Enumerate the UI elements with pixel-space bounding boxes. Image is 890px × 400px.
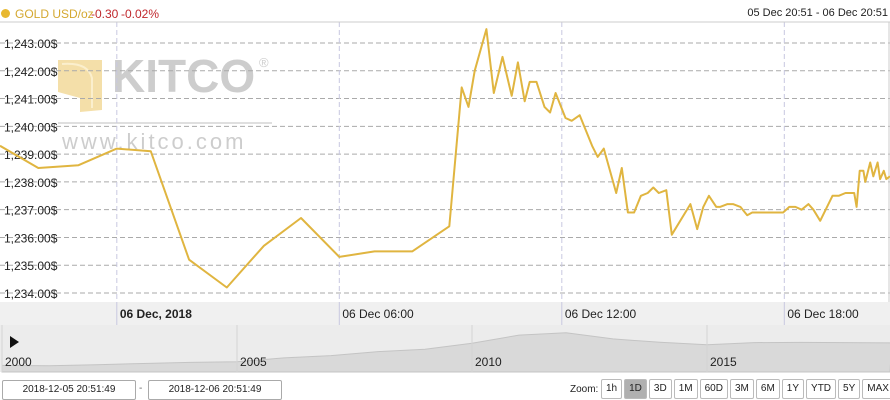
zoom-button-6m[interactable]: 6M xyxy=(755,379,780,399)
x-axis-band xyxy=(0,302,890,325)
date-range-label: 05 Dec 20:51 - 06 Dec 20:51 xyxy=(747,7,888,19)
navigator-year-label: 2010 xyxy=(475,355,502,369)
x-tick-label: 06 Dec 06:00 xyxy=(342,307,414,321)
series-dot-icon xyxy=(1,9,10,18)
y-tick-label: 1,242.00$ xyxy=(4,65,58,79)
zoom-button-max[interactable]: MAX xyxy=(862,379,890,399)
price-change-pct: -0.02% xyxy=(121,7,160,21)
y-tick-label: 1,238.00$ xyxy=(4,176,58,190)
price-chart[interactable]: KITCO ® www.kitco.com 2000 2005 2010 2015 1… xyxy=(0,0,890,376)
navigator-year-label: 2015 xyxy=(710,355,737,369)
range-to-input[interactable]: 2018-12-06 20:51:49 xyxy=(148,380,282,400)
x-tick-label: 06 Dec, 2018 xyxy=(120,307,192,321)
zoom-button-3m[interactable]: 3M xyxy=(729,379,754,399)
zoom-button-3d[interactable]: 3D xyxy=(648,379,672,399)
symbol-label: GOLD USD/oz xyxy=(15,7,94,21)
navigator-year-label: 2005 xyxy=(240,355,267,369)
range-separator: - xyxy=(139,383,143,394)
svg-text:®: ® xyxy=(259,55,269,70)
chart-header: GOLD USD/oz -0.30 -0.02% 05 Dec 20:51 - … xyxy=(0,0,890,22)
zoom-button-1y[interactable]: 1Y xyxy=(781,379,805,399)
navigator-area xyxy=(1,332,890,373)
zoom-button-1h[interactable]: 1h xyxy=(601,379,623,399)
y-tick-label: 1,241.00$ xyxy=(4,93,58,107)
y-tick-label: 1,236.00$ xyxy=(4,231,58,245)
range-from-input[interactable]: 2018-12-05 20:51:49 xyxy=(2,380,136,400)
zoom-button-1d[interactable]: 1D xyxy=(624,379,647,399)
y-tick-label: 1,240.00$ xyxy=(4,120,58,134)
y-tick-label: 1,237.00$ xyxy=(4,204,58,218)
y-tick-label: 1,235.00$ xyxy=(4,259,58,273)
play-icon[interactable] xyxy=(10,336,19,348)
zoom-button-1m[interactable]: 1M xyxy=(673,379,698,399)
zoom-button-5y[interactable]: 5Y xyxy=(838,379,861,399)
zoom-buttons: 1h 1D 3D 1M 60D 3M 6M 1Y YTD 5Y MAX xyxy=(601,379,890,399)
zoom-button-ytd[interactable]: YTD xyxy=(806,379,837,399)
kitco-watermark: KITCO ® www.kitco.com xyxy=(58,50,272,154)
navigator-year-label: 2000 xyxy=(5,355,32,369)
zoom-button-60d[interactable]: 60D xyxy=(699,379,728,399)
y-tick-label: 1,234.00$ xyxy=(4,287,58,301)
zoom-label: Zoom: xyxy=(570,384,599,395)
price-line xyxy=(0,28,890,289)
x-tick-label: 06 Dec 18:00 xyxy=(787,307,859,321)
kitco-url-text: www.kitco.com xyxy=(61,129,246,154)
kitco-logo-text: KITCO xyxy=(112,50,255,102)
x-tick-label: 06 Dec 12:00 xyxy=(565,307,637,321)
y-tick-label: 1,243.00$ xyxy=(4,37,58,51)
price-change: -0.30 xyxy=(91,7,119,21)
y-tick-label: 1,239.00$ xyxy=(4,148,58,162)
